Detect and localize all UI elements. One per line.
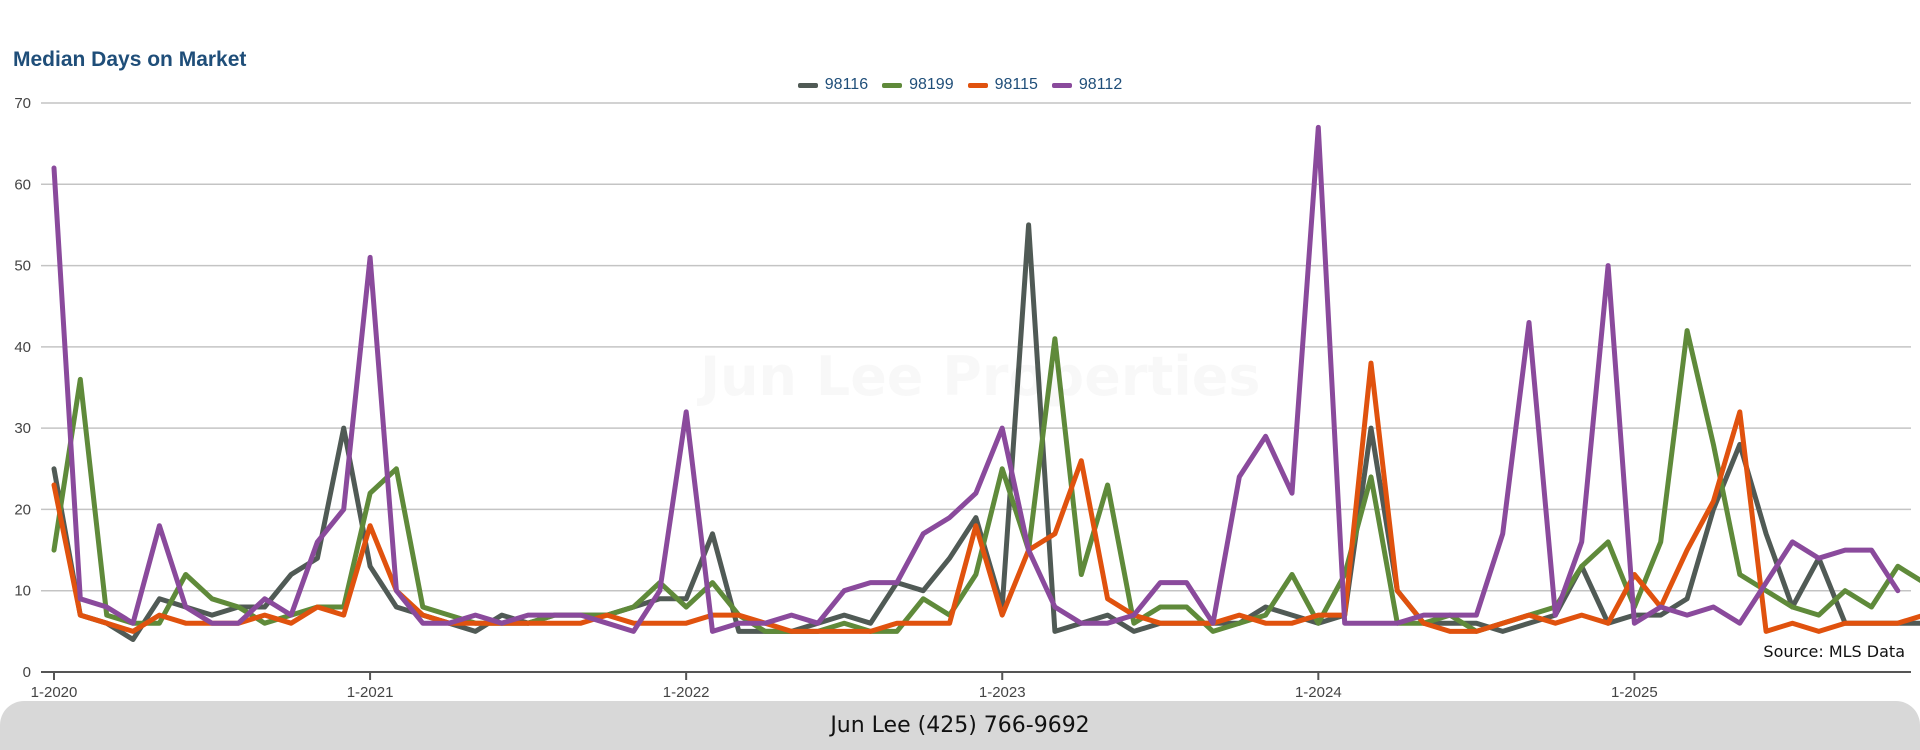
series-line-98116 xyxy=(51,222,1920,642)
y-tick-label: 20 xyxy=(14,501,31,518)
chart-title: Median Days on Market xyxy=(13,48,247,71)
legend-item-98199: 98199 xyxy=(882,76,954,94)
x-tick-label: 1-2020 xyxy=(31,684,78,701)
chart-legend: 98116 98199 98115 98112 xyxy=(0,76,1920,94)
x-tick-label: 1-2024 xyxy=(1295,684,1342,701)
source-note: Source: MLS Data xyxy=(1763,642,1905,661)
series-line-98115 xyxy=(51,360,1920,634)
legend-label: 98116 xyxy=(824,76,869,93)
footer-contact: Jun Lee (425) 766-9692 xyxy=(830,713,1090,738)
y-tick-label: 60 xyxy=(14,176,31,193)
legend-swatch xyxy=(882,82,903,88)
y-tick-label: 30 xyxy=(14,420,31,437)
legend-swatch xyxy=(1051,82,1072,88)
y-tick-label: 0 xyxy=(23,664,31,681)
watermark-text: Jun Lee Properties xyxy=(700,345,1261,408)
footer-bar: Jun Lee (425) 766-9692 xyxy=(0,701,1920,750)
legend-swatch xyxy=(967,82,988,88)
legend-label: 98199 xyxy=(909,76,954,93)
y-tick-label: 50 xyxy=(14,258,31,275)
x-tick-label: 1-2021 xyxy=(347,684,394,701)
y-tick-label: 40 xyxy=(14,339,31,356)
x-tick-label: 1-2025 xyxy=(1611,684,1658,701)
series-line-98112 xyxy=(51,124,1901,634)
legend-label: 98112 xyxy=(1078,76,1123,93)
legend-item-98112: 98112 xyxy=(1051,76,1123,94)
legend-label: 98115 xyxy=(994,76,1038,93)
x-tick-label: 1-2022 xyxy=(663,684,710,701)
legend-swatch xyxy=(797,82,818,88)
x-tick-label: 1-2023 xyxy=(979,684,1026,701)
legend-item-98116: 98116 xyxy=(797,76,869,94)
y-tick-label: 70 xyxy=(14,95,31,112)
legend-item-98115: 98115 xyxy=(967,76,1038,94)
y-tick-label: 10 xyxy=(14,583,31,600)
